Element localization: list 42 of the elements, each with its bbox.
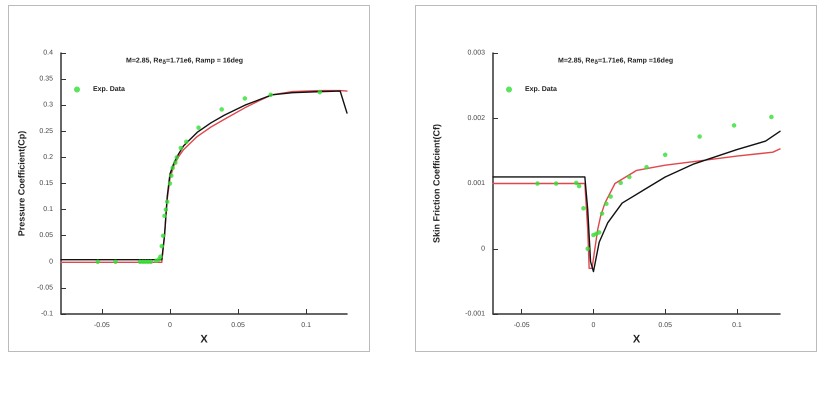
- point: [219, 107, 224, 112]
- point: [604, 201, 609, 206]
- point: [268, 92, 273, 98]
- point: [168, 181, 172, 186]
- point: [732, 123, 736, 128]
- point: [164, 200, 170, 204]
- point: [162, 214, 167, 218]
- point: [196, 125, 201, 130]
- point: [596, 230, 602, 235]
- point: [769, 114, 774, 120]
- point: [576, 184, 582, 188]
- point: [608, 194, 613, 199]
- point: [618, 180, 623, 186]
- point: [585, 246, 590, 251]
- point: [173, 160, 178, 165]
- point: [574, 180, 578, 186]
- point: [96, 260, 100, 264]
- y-axis-title: Pressure Coefficient(Cp): [16, 130, 27, 236]
- point: [184, 139, 189, 144]
- point: [113, 260, 118, 264]
- point: [174, 155, 180, 160]
- x-axis-title: X: [200, 333, 208, 346]
- point: [627, 174, 632, 180]
- point: [581, 206, 586, 211]
- y-axis-title: Skin Friction Coefficient(Cf): [432, 124, 442, 243]
- point: [178, 146, 184, 150]
- point: [318, 90, 322, 94]
- point: [170, 166, 175, 170]
- point: [600, 211, 604, 216]
- point: [169, 173, 174, 178]
- point: [554, 181, 558, 186]
- point: [535, 181, 540, 186]
- point: [158, 254, 163, 259]
- point: [644, 164, 649, 170]
- point: [697, 134, 702, 139]
- point: [148, 260, 154, 264]
- point: [160, 233, 166, 238]
- point: [160, 244, 164, 248]
- point: [164, 207, 168, 212]
- point: [242, 96, 248, 101]
- x-axis-title: X: [632, 333, 641, 346]
- point: [662, 152, 668, 158]
